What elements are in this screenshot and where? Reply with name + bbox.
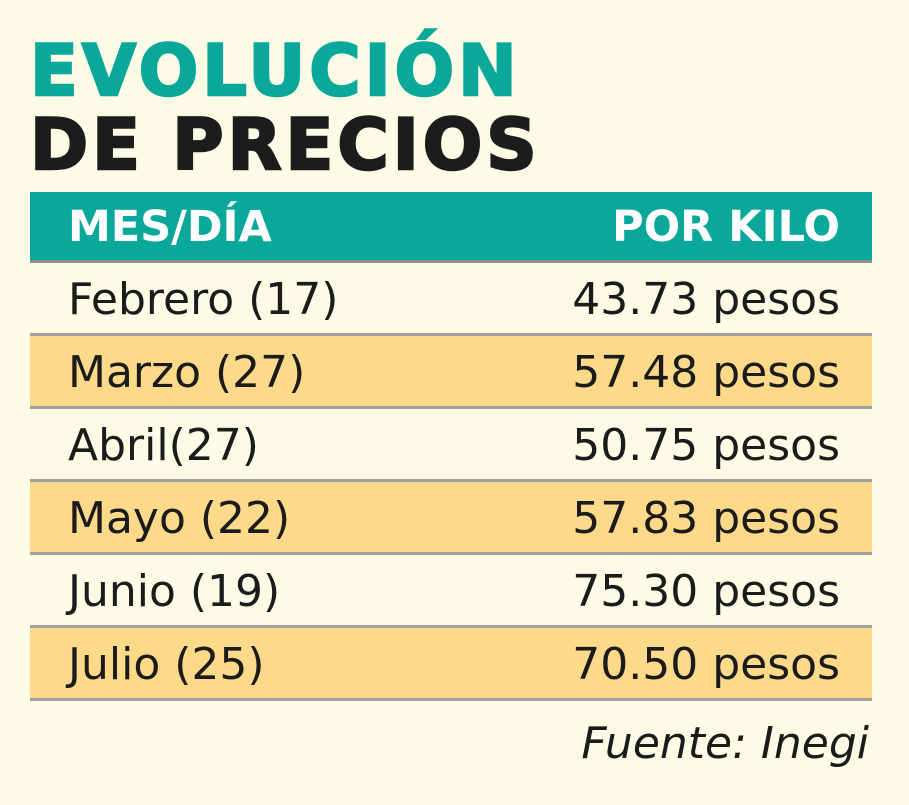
price-table: MES/DÍA POR KILO Febrero (17) 43.73 peso… [30,192,872,701]
table-row: Febrero (17) 43.73 pesos [30,263,872,336]
table-row: Junio (19) 75.30 pesos [30,555,872,628]
column-header-month: MES/DÍA [68,202,272,252]
row-month-cell: Junio (19) [68,566,281,617]
title-line-2: DE PRECIOS [29,104,541,186]
row-month-cell: Mayo (22) [68,493,291,544]
row-month-cell: Julio (25) [68,639,265,690]
column-header-price: POR KILO [612,202,840,252]
row-price-cell: 43.73 pesos [572,274,840,325]
row-price-cell: 57.83 pesos [572,493,840,544]
row-price-cell: 57.48 pesos [572,347,840,398]
table-row: Abril(27) 50.75 pesos [30,409,872,482]
table-row: Marzo (27) 57.48 pesos [30,336,872,409]
row-price-cell: 70.50 pesos [572,639,840,690]
row-month-cell: Febrero (17) [68,274,339,325]
row-price-cell: 75.30 pesos [572,566,840,617]
source-note: Fuente: Inegi [581,718,869,769]
row-month-cell: Marzo (27) [68,347,306,398]
table-header: MES/DÍA POR KILO [30,192,872,263]
row-month-cell: Abril(27) [68,420,259,471]
table-row: Julio (25) 70.50 pesos [30,628,872,701]
table-row: Mayo (22) 57.83 pesos [30,482,872,555]
row-price-cell: 50.75 pesos [572,420,840,471]
title-line-1: EVOLUCIÓN [29,30,521,112]
